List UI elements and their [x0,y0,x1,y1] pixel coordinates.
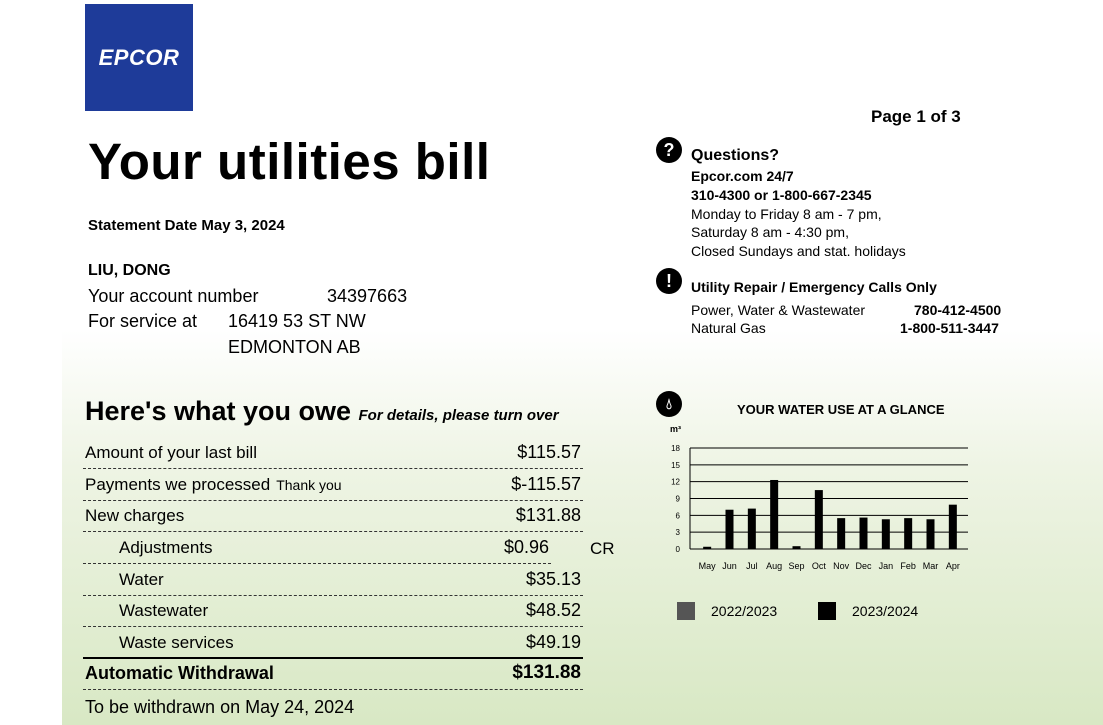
row-label: Adjustments [119,538,213,557]
bar-nov [837,518,846,549]
row-amount: $-115.57 [511,474,581,494]
owe-heading-text: Here's what you owe [85,396,351,426]
exclamation-icon: ! [656,268,682,294]
questions-phones: 310-4300 or 1-800-667-2345 [691,187,872,203]
legend-label-2023-2024: 2023/2024 [852,603,919,619]
y-tick-label: 18 [671,444,680,453]
question-icon: ? [656,137,682,163]
water-use-chart: m³ 0 3 6 9 12 15 18 May Jun Jul Aug Sep Oct Nov Dec Jan F… [670,424,968,571]
emergency-line1-label: Power, Water & Wastewater [691,302,866,318]
x-tick-label: Feb [900,561,916,571]
x-tick-label: Apr [946,561,960,571]
withdraw-note: To be withdrawn on May 24, 2024 [85,697,355,717]
credit-suffix: CR [590,539,615,558]
row-amount: $35.13 [525,569,581,589]
questions-heading: Questions? [691,147,780,164]
emergency-line2-phone: 1-800-511-3447 [900,320,999,336]
bill-row-payments: Payments we processed Thank you $-115.57 [83,469,583,501]
bar-apr [948,504,957,549]
bill-row-water: Water $35.13 [83,564,583,596]
legend-swatch-2022-2023 [677,602,695,620]
x-tick-label: Jan [879,561,894,571]
x-tick-label: Sep [788,561,804,571]
service-label: For service at [88,311,198,331]
emergency-heading: Utility Repair / Emergency Calls Only [691,279,937,295]
bar-mar [926,519,935,549]
row-label: New charges [85,506,185,525]
automatic-withdrawal-row: Automatic Withdrawal $131.88 [83,657,583,690]
questions-site: Epcor.com 24/7 [691,168,794,184]
chart-title: YOUR WATER USE AT A GLANCE [737,402,945,417]
y-tick-label: 6 [676,511,681,520]
x-tick-label: Nov [833,561,850,571]
bar-sep [792,546,801,549]
customer-name: LIU, DONG [88,262,171,279]
bill-row-waste-services: Waste services $49.19 [83,627,583,658]
y-tick-label: 15 [671,461,680,470]
x-tick-label: May [699,561,717,571]
questions-hours-closed: Closed Sundays and stat. holidays [691,243,906,259]
row-amount: $49.19 [525,632,581,652]
row-amount: $131.88 [515,505,581,525]
epcor-logo: EPCOR [85,4,193,111]
y-tick-label: 9 [676,495,681,504]
legend-swatch-2023-2024 [818,602,836,620]
bill-row-adjustments: Adjustments $0.96 [83,532,551,564]
row-amount: $48.52 [525,600,581,620]
x-tick-label: Aug [766,561,782,571]
bar-feb [904,518,913,549]
emergency-line1-phone: 780-412-4500 [914,302,1002,318]
page-indicator: Page 1 of 3 [871,107,961,126]
row-amount: $0.96 [503,537,549,557]
row-label: Water [119,570,164,589]
x-tick-label: Jul [746,561,758,571]
account-number: 34397663 [327,286,408,306]
questions-hours-saturday: Saturday 8 am - 4:30 pm, [691,224,849,240]
water-drop-icon: 💧︎ [656,391,682,417]
bar-jun [725,509,734,549]
row-label: Wastewater [119,601,209,620]
bill-row-wastewater: Wastewater $48.52 [83,595,583,627]
x-tick-label: Oct [812,561,827,571]
y-tick-label: 12 [671,478,680,487]
address-line1: 16419 53 ST NW [228,311,366,331]
address-line2: EDMONTON AB [228,337,361,357]
bar-may [703,546,712,549]
total-label: Automatic Withdrawal [85,663,274,683]
owe-subheading: For details, please turn over [358,407,559,424]
questions-hours-weekday: Monday to Friday 8 am - 7 pm, [691,206,882,222]
x-tick-label: Dec [855,561,872,571]
x-tick-label: Mar [923,561,939,571]
total-amount: $131.88 [512,662,581,683]
account-label: Your account number [88,286,259,306]
bar-aug [770,479,779,549]
page-title: Your utilities bill [88,133,491,190]
bill-row-last-bill: Amount of your last bill $115.57 [83,437,583,469]
owe-heading: Here's what you owe For details, please … [85,396,559,427]
row-label: Payments we processed [85,475,271,494]
bar-oct [814,490,823,549]
legend-label-2022-2023: 2022/2023 [711,603,778,619]
y-tick-label: 0 [676,545,681,554]
bar-dec [859,517,868,549]
y-axis-label: m³ [670,424,681,434]
y-tick-label: 3 [676,528,681,537]
row-note: Thank you [276,477,342,493]
row-label-group: Payments we processed Thank you [85,475,342,495]
emergency-line2-label: Natural Gas [691,320,766,336]
row-label: Amount of your last bill [85,443,257,462]
statement-date: Statement Date May 3, 2024 [88,217,285,234]
bar-jan [881,519,890,549]
bill-row-new-charges: New charges $131.88 [83,500,583,532]
x-tick-label: Jun [722,561,737,571]
row-amount: $115.57 [517,442,581,462]
logo-text: EPCOR [98,44,180,70]
row-label: Waste services [119,633,234,652]
bar-jul [747,508,756,549]
